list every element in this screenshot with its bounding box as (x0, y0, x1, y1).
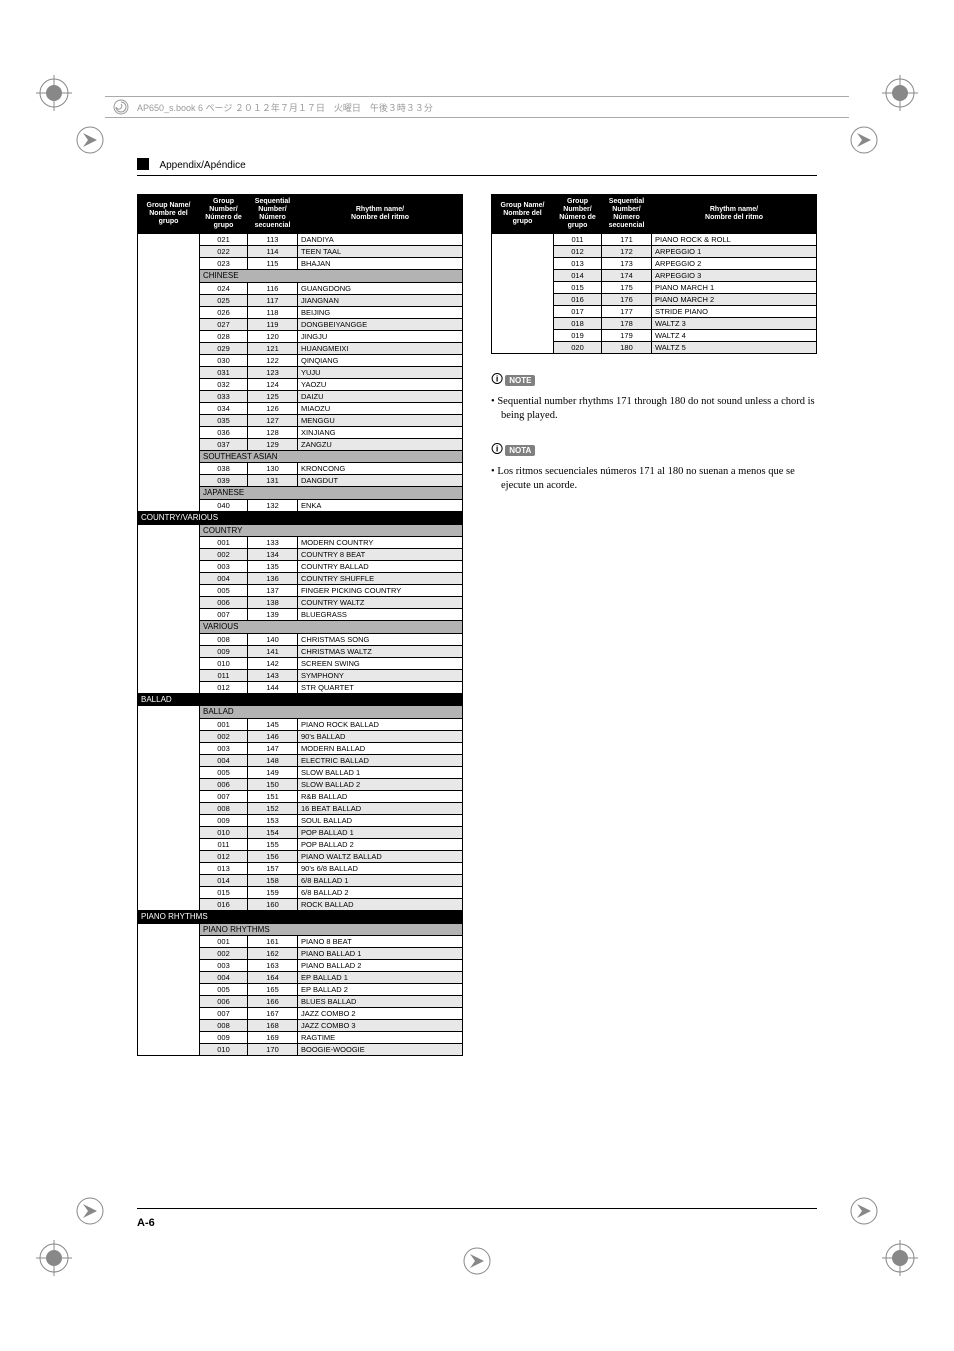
note-badge: 🛈 NOTE (491, 370, 535, 391)
th-seq-number: SequentialNumber/Númerosecuencial (602, 195, 652, 234)
section-title: Appendix/Apéndice (159, 160, 245, 171)
note-icon: 🛈 (491, 370, 503, 391)
arrow-mark-icon (849, 1196, 879, 1226)
th-group-number: GroupNumber/Número degrupo (554, 195, 602, 234)
table-row: 011171PIANO ROCK & ROLL (492, 234, 817, 246)
th-group-number: GroupNumber/Número degrupo (200, 195, 248, 234)
nota-label: NOTA (505, 445, 535, 456)
spiral-icon (113, 99, 129, 115)
th-group-name: Group Name/Nombre delgrupo (138, 195, 200, 234)
page-number: A-6 (137, 1217, 155, 1229)
crop-mark-icon (882, 1240, 918, 1276)
arrow-mark-icon (75, 1196, 105, 1226)
table-row: 021113DANDIYA (138, 234, 463, 246)
arrow-mark-icon (75, 125, 105, 155)
subgroup-row: COUNTRY (138, 524, 463, 537)
th-rhythm-name: Rhythm name/Nombre del ritmo (298, 195, 463, 234)
th-group-name: Group Name/Nombre delgrupo (492, 195, 554, 234)
arrow-mark-icon (849, 125, 879, 155)
th-seq-number: SequentialNumber/Númerosecuencial (248, 195, 298, 234)
group-row: BALLAD (138, 693, 463, 706)
nota-badge: 🛈 NOTA (491, 440, 535, 461)
header-meta: AP650_s.book 6 ページ ２０１２年７月１７日 火曜日 午後３時３３… (105, 96, 849, 118)
group-row: COUNTRY/VARIOUS (138, 511, 463, 524)
section-header: Appendix/Apéndice (137, 155, 817, 176)
nota-text: Los ritmos secuenciales números 171 al 1… (501, 465, 817, 493)
page-footer: A-6 (137, 1208, 817, 1231)
rhythm-table-right: Group Name/Nombre delgrupoGroupNumber/Nú… (491, 194, 817, 354)
crop-mark-icon (882, 75, 918, 111)
note-icon: 🛈 (491, 440, 503, 461)
crop-mark-icon (36, 1240, 72, 1276)
group-row: PIANO RHYTHMS (138, 910, 463, 923)
th-rhythm-name: Rhythm name/Nombre del ritmo (652, 195, 817, 234)
section-tab-icon (137, 158, 149, 170)
note-text: Sequential number rhythms 171 through 18… (501, 395, 817, 423)
subgroup-row: PIANO RHYTHMS (138, 923, 463, 936)
header-meta-text: AP650_s.book 6 ページ ２０１２年７月１７日 火曜日 午後３時３３… (137, 101, 433, 114)
note-label: NOTE (505, 375, 535, 386)
crop-mark-icon (36, 75, 72, 111)
arrow-mark-icon (462, 1246, 492, 1276)
rhythm-table-left: Group Name/Nombre delgrupoGroupNumber/Nú… (137, 194, 463, 1056)
subgroup-row: BALLAD (138, 706, 463, 719)
